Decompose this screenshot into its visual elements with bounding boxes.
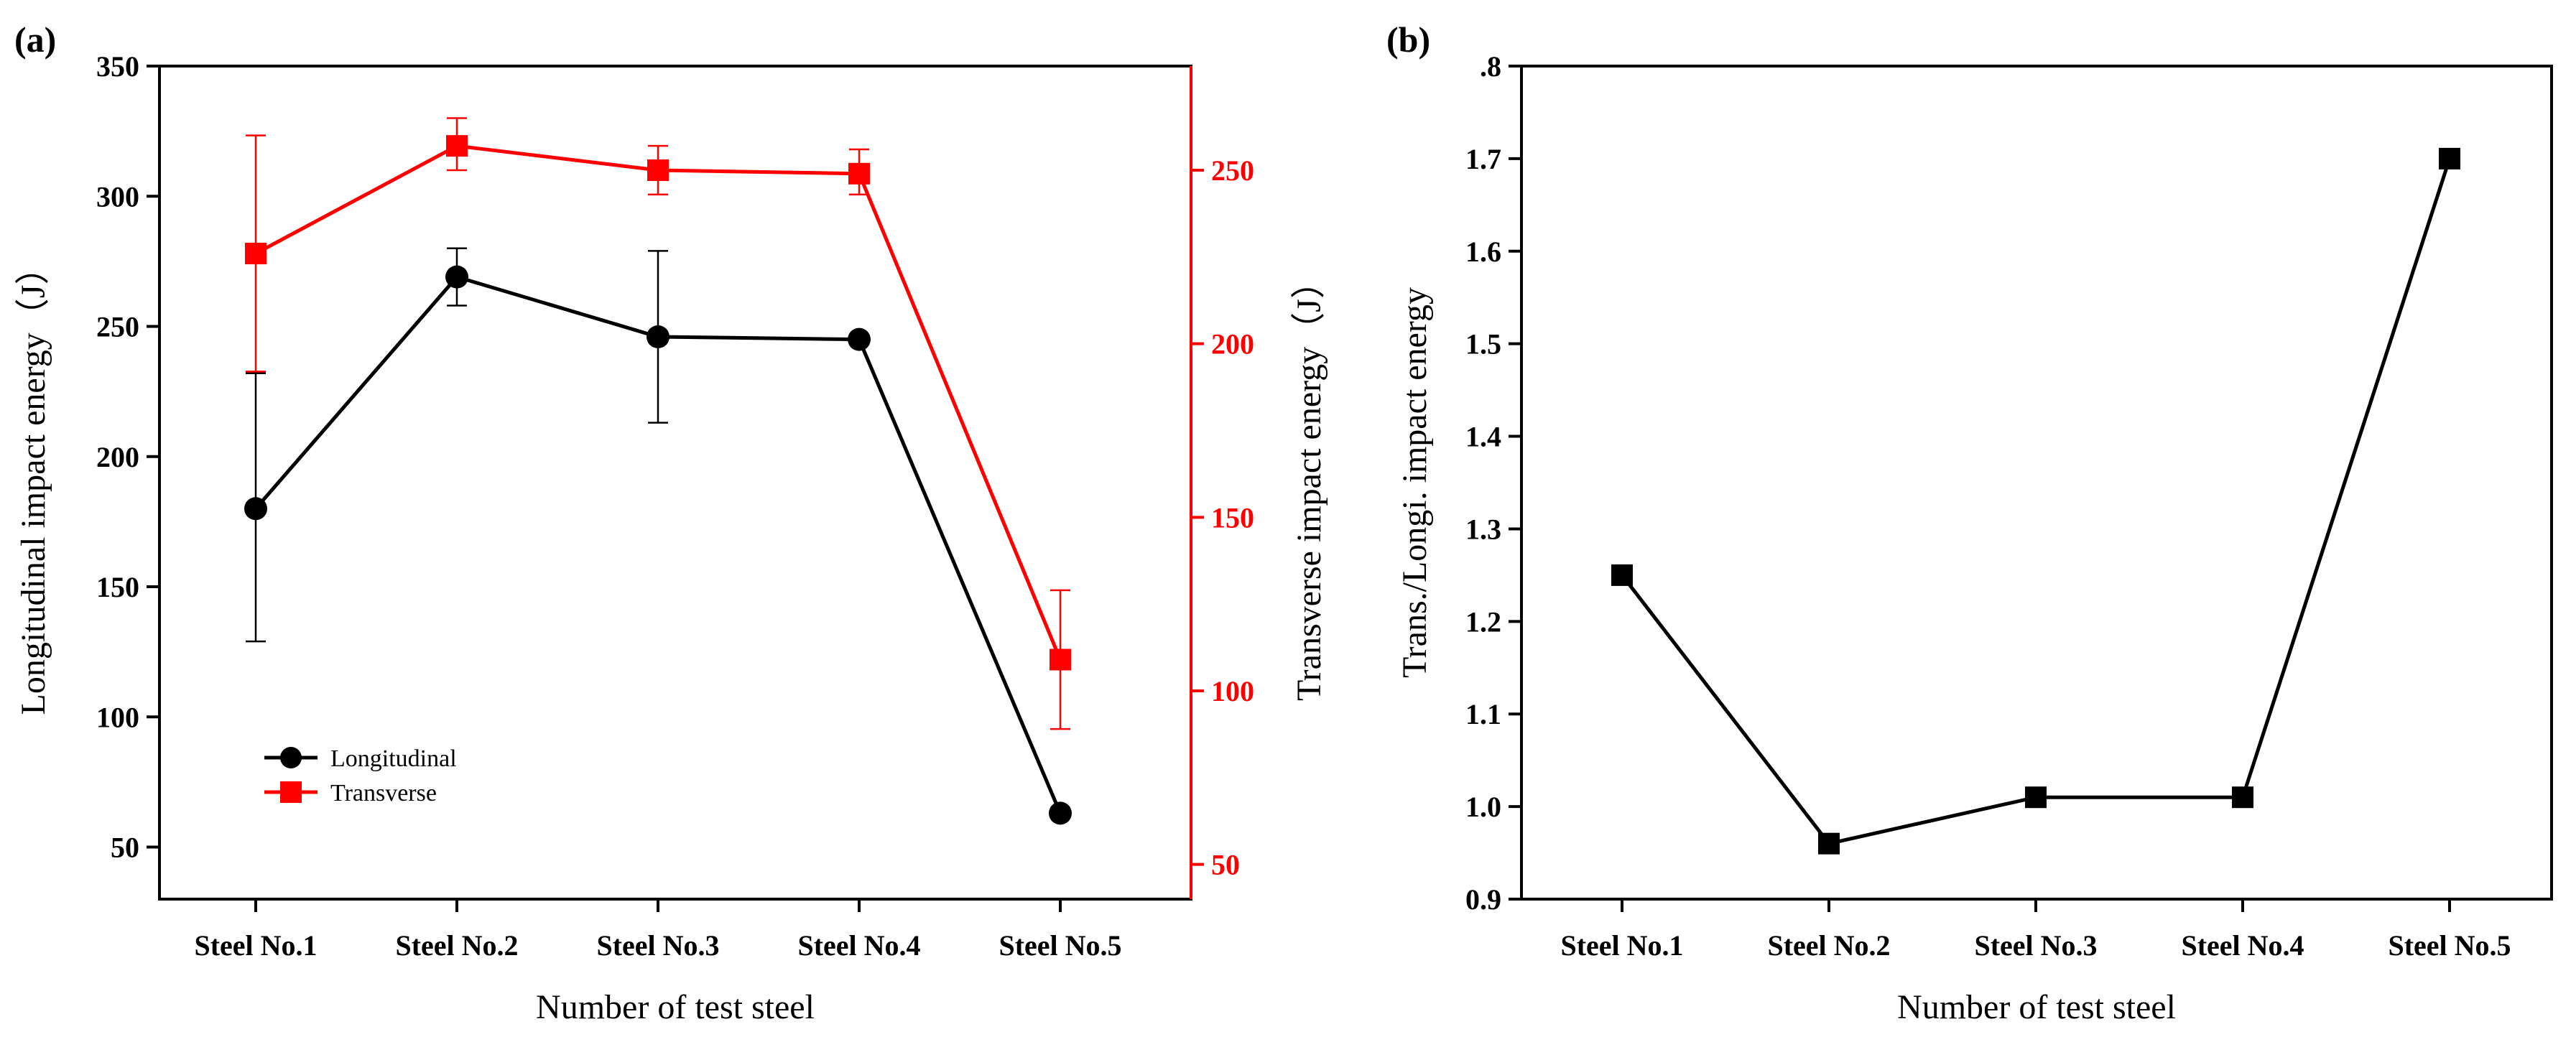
transverse-point-2 — [446, 135, 468, 157]
b-x-tick-label-steel-no-5: Steel No.5 — [2388, 929, 2511, 962]
ratio-line — [1621, 158, 2452, 846]
b-x-tick-label-steel-no-3: Steel No.3 — [1974, 929, 2097, 962]
longitudinal-point-5 — [1049, 801, 1072, 825]
a-left-tick-label-150: 150 — [96, 571, 139, 603]
a-x-tick-label-steel-no-2: Steel No.2 — [395, 929, 518, 962]
longitudinal-point-4 — [848, 327, 871, 351]
b-x-tick-label-steel-no-1: Steel No.1 — [1560, 929, 1683, 962]
a-right-tick-label-200: 200 — [1211, 328, 1254, 361]
b-y-tick-label-4: 1.3 — [1465, 513, 1501, 545]
panel-b-y-axis-title: Trans./Longi. impact energy — [1396, 287, 1434, 678]
panel-a-plot-frame — [158, 65, 1192, 901]
legend-transverse-label: Transverse — [330, 780, 437, 806]
b-y-tick-label-9: .8 — [1480, 50, 1501, 83]
legend-longitudinal-label: Longitudinal — [330, 745, 457, 772]
transverse-point-3 — [647, 159, 669, 181]
a-left-tick-label-50: 50 — [111, 832, 139, 864]
longitudinal-point-3 — [647, 325, 670, 348]
panel-a-x-ticks: Steel No.1 Steel No.2 Steel No.3 Steel No.4… — [194, 899, 1122, 962]
panel-a-right-y-ticks: 50 100 150 200 250 — [1191, 154, 1254, 881]
panel-a-left-y-ticks: 50 100 150 200 250 300 350 — [96, 50, 159, 864]
a-x-tick-label-steel-no-3: Steel No.3 — [596, 929, 719, 962]
panel-a-label: (a) — [14, 19, 56, 60]
a-right-tick-label-150: 150 — [1211, 501, 1254, 534]
a-left-tick-label-300: 300 — [96, 180, 139, 213]
longitudinal-point-1 — [244, 497, 267, 521]
panel-a-series — [244, 117, 1072, 825]
panel-b-series — [1611, 147, 2460, 855]
legend-transverse-marker — [280, 781, 302, 803]
b-x-tick-label-steel-no-2: Steel No.2 — [1767, 929, 1890, 962]
a-x-tick-label-steel-no-1: Steel No.1 — [194, 929, 317, 962]
panel-b-plot-frame — [1520, 65, 2553, 901]
ratio-point-5 — [2439, 147, 2460, 169]
a-right-tick-label-100: 100 — [1211, 675, 1254, 707]
panel-a-x-axis-title: Number of test steel — [536, 988, 815, 1026]
panel-a-right-y-axis-title: Transverse impact energy（J） — [1290, 264, 1328, 701]
panel-a-left-y-axis-title: Longitudinal impact energy（J） — [14, 251, 52, 715]
b-y-tick-label-2: 1.1 — [1465, 698, 1501, 730]
panel-b: (b) 0.9 1.0 1.1 1.2 1.3 1.4 1.5 1.6 1.7 .8 Steel … — [1386, 19, 2553, 1026]
transverse-point-4 — [848, 162, 870, 185]
b-y-tick-label-1: 1.0 — [1465, 791, 1501, 823]
b-y-tick-label-3: 1.2 — [1465, 605, 1501, 638]
panel-b-x-axis-title: Number of test steel — [1897, 988, 2176, 1026]
ratio-point-2 — [1818, 832, 1840, 855]
transverse-point-5 — [1050, 648, 1071, 671]
panel-b-x-ticks: Steel No.1 Steel No.2 Steel No.3 Steel No.4… — [1560, 899, 2511, 962]
a-left-tick-label-250: 250 — [96, 311, 139, 343]
b-y-tick-label-8: 1.7 — [1465, 143, 1501, 175]
b-x-tick-label-steel-no-4: Steel No.4 — [2181, 929, 2304, 962]
b-y-tick-label-6: 1.5 — [1465, 328, 1501, 361]
ratio-point-3 — [2025, 786, 2047, 809]
a-left-tick-label-200: 200 — [96, 441, 139, 473]
b-y-tick-label-0: 0.9 — [1465, 883, 1501, 916]
b-y-tick-label-5: 1.4 — [1465, 421, 1501, 453]
b-y-tick-label-7: 1.6 — [1465, 236, 1501, 268]
panel-a-legend: Longitudinal Transverse — [264, 745, 457, 806]
a-right-tick-label-50: 50 — [1211, 849, 1240, 881]
a-right-tick-label-250: 250 — [1211, 154, 1254, 187]
ratio-point-1 — [1611, 564, 1633, 586]
a-left-tick-label-350: 350 — [96, 50, 139, 83]
a-x-tick-label-steel-no-4: Steel No.4 — [797, 929, 920, 962]
ratio-point-4 — [2232, 786, 2253, 809]
longitudinal-point-2 — [445, 265, 468, 289]
a-x-tick-label-steel-no-5: Steel No.5 — [999, 929, 1121, 962]
a-left-tick-label-100: 100 — [96, 701, 139, 733]
panel-b-label: (b) — [1386, 19, 1430, 60]
panel-b-y-ticks: 0.9 1.0 1.1 1.2 1.3 1.4 1.5 1.6 1.7 .8 — [1465, 50, 1521, 916]
legend-longitudinal-marker — [280, 747, 302, 768]
transverse-point-1 — [245, 243, 267, 264]
